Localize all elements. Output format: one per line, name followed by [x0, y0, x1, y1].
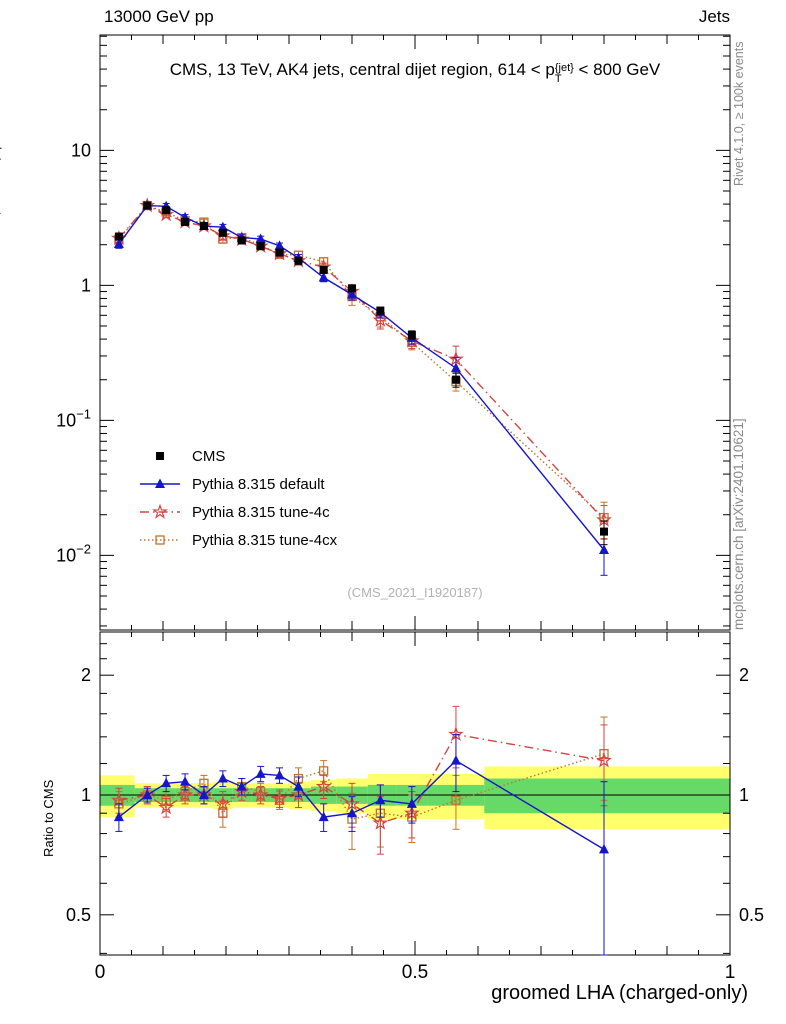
legend-item-pythia-default: Pythia 8.315 default [138, 470, 337, 498]
pythia-4cx-marker-icon [140, 535, 180, 545]
plot-title-suffix: < 800 GeV [573, 60, 661, 79]
svg-text:0.5: 0.5 [739, 905, 764, 925]
ratio-uncertainty-bands [100, 766, 730, 830]
svg-text:0.5: 0.5 [402, 962, 428, 983]
legend-item-cms: CMS [138, 442, 337, 470]
svg-text:10: 10 [71, 140, 91, 160]
svg-text:1: 1 [725, 962, 736, 983]
legend-label: CMS [192, 447, 226, 465]
svg-text:2: 2 [739, 665, 749, 685]
fraction-1: 1dN / dpT [0, 206, 4, 276]
analysis-id-watermark: (CMS_2021_I1920187) [347, 585, 483, 600]
svg-text:2: 2 [81, 665, 91, 685]
legend-item-pythia-4c: Pythia 8.315 tune-4c [138, 498, 337, 526]
svg-text:10−2: 10−2 [56, 541, 91, 565]
svg-text:1: 1 [81, 275, 91, 295]
process-label: Jets [698, 7, 730, 26]
pythia-default-marker-icon [140, 478, 180, 488]
svg-text:1: 1 [739, 785, 749, 805]
fraction-2: d2NdpT dλ [0, 118, 4, 174]
pythia-4c-marker-icon [140, 503, 180, 519]
mcplots-reference-note: mcplots.cern.ch [arXiv:2401.10621] [731, 418, 746, 630]
y-axis-label-main: #1dN / dpT#d2NdpT dλ [0, 111, 4, 300]
axis-ticks-and-labels: 10 1 10−1 10−2 2 2 1 1 0.5 0.5 0 0.5 1 [56, 35, 764, 983]
cms-marker-icon [156, 452, 164, 460]
legend-label: Pythia 8.315 tune-4c [192, 503, 330, 521]
rivet-version-note: Rivet 4.1.0, ≥ 100k events [732, 41, 746, 186]
legend-item-pythia-4cx: Pythia 8.315 tune-4cx [138, 526, 337, 554]
legend-label: Pythia 8.315 tune-4cx [192, 531, 338, 549]
x-axis-title: groomed LHA (charged-only) [491, 982, 748, 1004]
main-panel-series [110, 197, 612, 576]
svg-text:10−1: 10−1 [56, 406, 91, 430]
legend-label: Pythia 8.315 default [192, 475, 325, 493]
legend: CMS Pythia 8.315 default Pythia 8.315 tu… [138, 442, 337, 554]
pt-subscript: T [554, 73, 562, 85]
svg-text:0: 0 [95, 962, 106, 983]
svg-text:1: 1 [81, 785, 91, 805]
svg-text:0.5: 0.5 [66, 905, 91, 925]
pt-jet-stack: {jet} T [555, 63, 574, 85]
ratio-panel-series [110, 705, 612, 956]
ratio-y-axis-label: Ratio to CMS [41, 779, 56, 857]
pt-superscript: {jet} [554, 62, 574, 74]
plot-title: CMS, 13 TeV, AK4 jets, central dijet reg… [100, 60, 730, 85]
beam-energy-label: 13000 GeV pp [104, 7, 214, 26]
plot-title-text: CMS, 13 TeV, AK4 jets, central dijet reg… [169, 60, 555, 79]
